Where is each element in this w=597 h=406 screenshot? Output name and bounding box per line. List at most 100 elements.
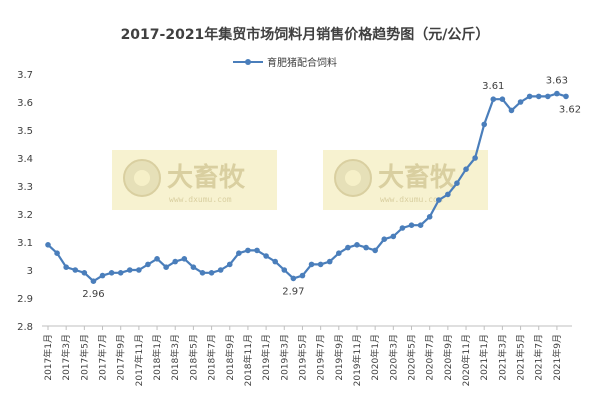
data-label: 3.62 — [559, 104, 581, 115]
data-point — [299, 272, 306, 279]
x-tick-label: 2017年7月 — [97, 334, 109, 381]
y-tick-label: 3.3 — [17, 182, 33, 193]
x-tick-label: 2021年3月 — [496, 334, 508, 381]
y-tick-label: 3 — [27, 266, 33, 277]
watermark-1: 大畜牧 www.dxumu.com — [112, 150, 277, 210]
data-point — [381, 236, 388, 242]
data-point — [472, 155, 478, 161]
x-tick-label: 2017年1月 — [42, 334, 54, 381]
x-tick-label: 2017年5月 — [78, 334, 90, 381]
x-tick-label: 2018年7月 — [206, 334, 218, 381]
x-tick-label: 2020年3月 — [387, 334, 399, 381]
series-line — [47, 92, 567, 283]
data-point — [154, 255, 160, 262]
watermark-url: www.dxumu.com — [380, 195, 443, 204]
data-point — [545, 93, 551, 100]
chart-title: 2017-2021年集贸市场饲料月销售价格趋势图（元/公斤） — [121, 26, 490, 43]
data-point — [99, 272, 106, 279]
data-point — [517, 99, 524, 105]
data-point — [390, 233, 397, 240]
data-point — [136, 267, 142, 273]
watermark-logo-inner — [134, 170, 150, 186]
x-tick-label: 2018年3月 — [169, 334, 181, 381]
y-tick-label: 3.5 — [17, 126, 33, 137]
data-point — [108, 270, 115, 276]
data-point — [463, 166, 469, 172]
data-point — [354, 242, 360, 248]
data-label: 3.63 — [546, 76, 568, 87]
data-point — [345, 244, 351, 251]
data-point — [72, 267, 79, 273]
data-point — [526, 93, 533, 100]
watermark-text: 大畜牧 — [167, 162, 246, 193]
data-point — [226, 261, 233, 268]
x-tick-label: 2017年11月 — [133, 334, 145, 386]
data-point — [245, 247, 251, 254]
data-point — [535, 93, 542, 100]
data-point — [508, 107, 515, 114]
data-point — [217, 267, 224, 273]
watermark-text: 大畜牧 — [378, 162, 457, 193]
data-point — [163, 264, 169, 271]
legend: 育肥猪配合饲料 — [233, 56, 337, 69]
legend-label: 育肥猪配合饲料 — [267, 56, 337, 69]
x-tick-label: 2017年3月 — [60, 334, 72, 381]
data-point — [126, 267, 133, 273]
series-group — [45, 90, 569, 285]
data-point — [481, 121, 488, 128]
y-tick-label: 3.2 — [17, 210, 33, 221]
watermark-url: www.dxumu.com — [169, 195, 232, 204]
data-point — [199, 270, 206, 276]
data-point — [308, 261, 315, 268]
data-labels: 2.96 2.97 3.61 3.63 3.62 — [82, 76, 581, 301]
legend-marker — [245, 59, 251, 65]
data-point — [363, 244, 369, 251]
data-point — [172, 258, 179, 265]
y-tick-label: 2.8 — [17, 322, 33, 333]
y-tick-label: 3.6 — [17, 98, 33, 109]
y-tick-label: 3.4 — [17, 154, 33, 165]
y-axis-ticks: 2.8 2.9 3 3.1 3.2 3.3 3.4 3.5 3.6 3.7 — [17, 70, 33, 333]
watermarks: 大畜牧 www.dxumu.com 大畜牧 www.dxumu.com — [112, 150, 488, 210]
data-point — [426, 214, 433, 220]
data-point — [45, 242, 51, 248]
data-label: 2.97 — [282, 286, 304, 297]
x-axis-ticks: 2017年1月 2017年3月 2017年5月 2017年7月 2017年9月 2017年… — [42, 326, 563, 386]
data-point — [290, 275, 297, 282]
data-point — [490, 96, 497, 102]
x-tick-label: 2021年7月 — [533, 334, 545, 381]
x-tick-label: 2019年9月 — [333, 334, 345, 381]
x-tick-label: 2021年5月 — [515, 334, 527, 381]
x-tick-label: 2018年1月 — [151, 334, 163, 381]
watermark-logo-inner — [345, 170, 361, 186]
x-tick-label: 2020年1月 — [369, 334, 381, 381]
data-point — [181, 255, 188, 262]
data-point — [145, 261, 151, 268]
data-point — [417, 222, 424, 228]
x-tick-label: 2018年9月 — [224, 334, 236, 381]
x-tick-label: 2017年9月 — [115, 334, 127, 381]
data-point — [254, 247, 260, 254]
y-tick-label: 3.7 — [17, 70, 33, 81]
data-point — [445, 191, 451, 198]
data-point — [272, 258, 278, 265]
x-tick-label: 2021年9月 — [551, 334, 563, 381]
data-point — [435, 197, 442, 203]
data-label: 3.61 — [482, 81, 504, 92]
data-point — [317, 261, 324, 268]
x-tick-label: 2020年7月 — [424, 334, 436, 381]
x-tick-label: 2019年3月 — [278, 334, 290, 381]
data-point — [281, 267, 288, 273]
data-point — [117, 270, 124, 276]
data-point — [554, 90, 560, 97]
x-tick-label: 2019年1月 — [260, 334, 272, 381]
x-tick-label: 2021年1月 — [478, 334, 490, 381]
data-point — [336, 250, 342, 256]
data-point — [63, 264, 69, 271]
x-tick-label: 2019年11月 — [351, 334, 363, 386]
data-point — [236, 250, 242, 256]
x-tick-label: 2018年11月 — [242, 334, 254, 386]
x-tick-label: 2019年7月 — [315, 334, 327, 381]
